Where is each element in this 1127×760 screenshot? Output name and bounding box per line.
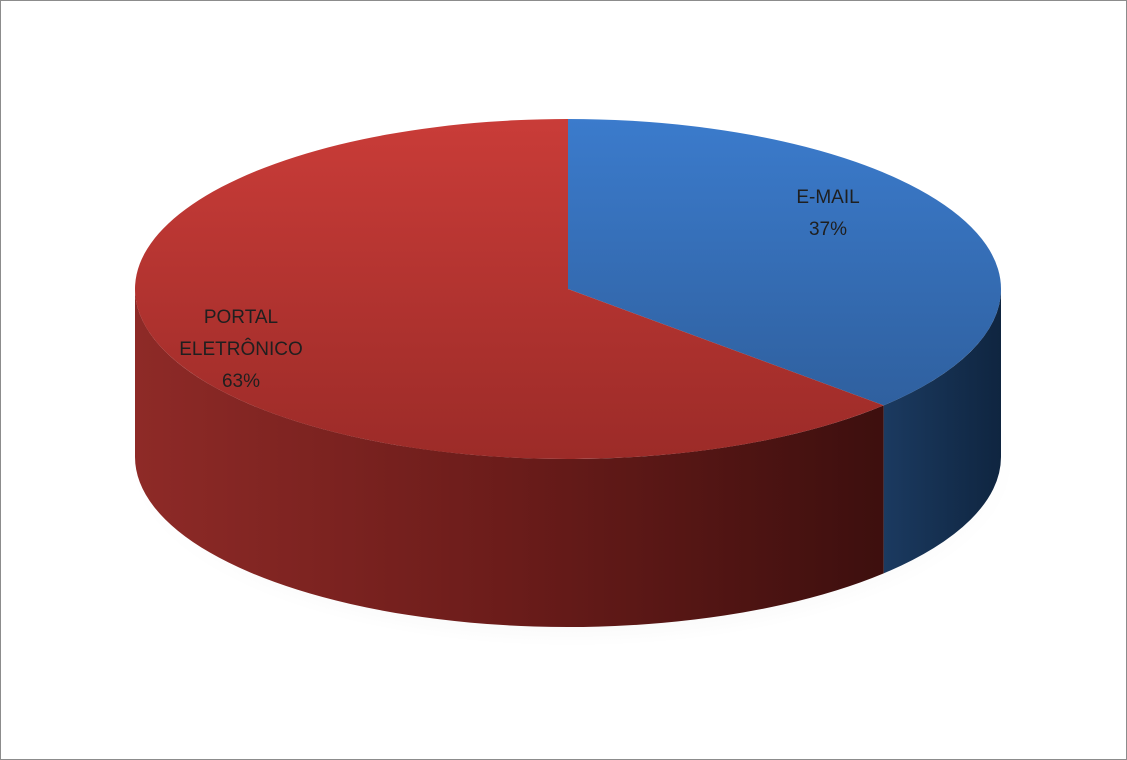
pie-slice-side-e-mail [883,289,1001,574]
slice-label-e-mail: E-MAIL 37% [796,187,859,240]
pie-slice-side-portal-eletronico [135,289,884,627]
pie-slice-portal-eletronico [134,119,884,459]
slice-percent-label: 63% [222,371,260,392]
slice-label-portal-eletronico: PORTAL ELETRÔNICO 63% [179,307,303,392]
slice-category-label: PORTAL [204,307,278,328]
slice-percent-label: 37% [809,219,847,240]
slice-category-label: E-MAIL [796,187,859,208]
slice-category-label: ELETRÔNICO [179,338,303,360]
pie-slice-e-mail [568,119,1001,406]
